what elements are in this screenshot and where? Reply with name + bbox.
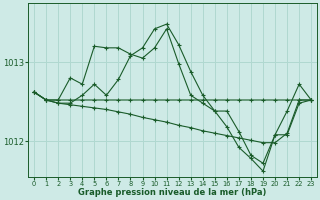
X-axis label: Graphe pression niveau de la mer (hPa): Graphe pression niveau de la mer (hPa) [78, 188, 267, 197]
